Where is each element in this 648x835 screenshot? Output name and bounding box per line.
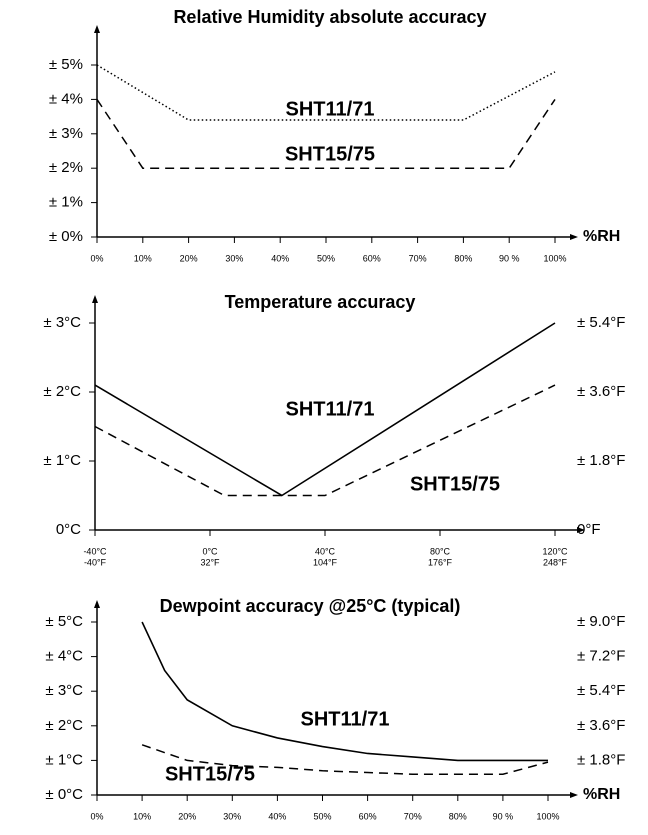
x-tick-label: 90 % — [499, 253, 520, 263]
x-tick-label: 40% — [268, 811, 286, 821]
y-tick-label: ± 2°C — [43, 383, 81, 400]
series-line — [141, 621, 548, 762]
series-line — [94, 384, 556, 497]
chart-title: Relative Humidity absolute accuracy — [173, 7, 486, 27]
x-tick-label: 0°C — [202, 546, 218, 556]
x-tick-label: 90 % — [493, 811, 514, 821]
y2-tick-label: ± 1.8°F — [577, 751, 625, 768]
x2-tick-label: 32°F — [200, 557, 220, 567]
x-tick-label: 60% — [359, 811, 377, 821]
chart-title: Dewpoint accuracy @25°C (typical) — [160, 596, 461, 616]
y-axis-arrow — [94, 25, 100, 33]
chart-title: Temperature accuracy — [225, 292, 416, 312]
x-axis-arrow — [570, 234, 578, 240]
x-axis-arrow — [570, 792, 578, 798]
x-tick-label: 30% — [225, 253, 243, 263]
series-label: SHT15/75 — [410, 473, 500, 495]
x-tick-label: 20% — [180, 253, 198, 263]
y2-tick-label: ± 3.6°F — [577, 383, 625, 400]
x-tick-label: 40% — [271, 253, 289, 263]
series-label: SHT11/71 — [301, 708, 390, 730]
x-tick-label: 100% — [543, 253, 566, 263]
x-tick-label: 80% — [454, 253, 472, 263]
y-tick-label: ± 0% — [49, 228, 83, 245]
x-tick-label: 50% — [317, 253, 335, 263]
y-tick-label: ± 5% — [49, 56, 83, 73]
x2-tick-label: -40°F — [84, 557, 107, 567]
y-tick-label: ± 2°C — [45, 717, 83, 734]
y-tick-label: ± 4% — [49, 90, 83, 107]
series-label: SHT11/71 — [286, 98, 375, 120]
y2-tick-label: ± 9.0°F — [577, 613, 625, 630]
y2-tick-label: 0°F — [577, 521, 601, 538]
y-tick-label: ± 3°C — [43, 314, 81, 331]
series-label: SHT15/75 — [285, 143, 375, 165]
x2-tick-label: 176°F — [428, 557, 453, 567]
series-label: SHT11/71 — [286, 398, 375, 420]
x-tick-label: 10% — [133, 811, 151, 821]
x-tick-label: 100% — [536, 811, 559, 821]
x-tick-label: 10% — [134, 253, 152, 263]
y2-tick-label: ± 5.4°F — [577, 682, 625, 699]
y-tick-label: ± 1% — [49, 194, 83, 211]
y-tick-label: ± 1°C — [43, 452, 81, 469]
y-tick-label: ± 4°C — [45, 648, 83, 665]
y-axis-arrow — [94, 600, 100, 608]
x-axis-arrow — [577, 527, 585, 533]
x-axis-label: %RH — [583, 786, 620, 803]
x-tick-label: 120°C — [542, 546, 568, 556]
x-tick-label: 40°C — [315, 546, 336, 556]
series-line — [96, 64, 556, 121]
x-tick-label: 50% — [313, 811, 331, 821]
y-tick-label: ± 1°C — [45, 751, 83, 768]
series-label: SHT15/75 — [165, 763, 255, 785]
y-tick-label: ± 3% — [49, 125, 83, 142]
x-tick-label: 70% — [409, 253, 427, 263]
y2-tick-label: ± 3.6°F — [577, 717, 625, 734]
x-tick-label: 80% — [449, 811, 467, 821]
y-tick-label: 0°C — [56, 521, 81, 538]
x-tick-label: 80°C — [430, 546, 451, 556]
x2-tick-label: 248°F — [543, 557, 568, 567]
y-tick-label: ± 3°C — [45, 682, 83, 699]
y2-tick-label: ± 1.8°F — [577, 452, 625, 469]
x2-tick-label: 104°F — [313, 557, 338, 567]
y-tick-label: ± 2% — [49, 159, 83, 176]
y2-tick-label: ± 5.4°F — [577, 314, 625, 331]
y2-tick-label: ± 7.2°F — [577, 648, 625, 665]
y-axis-arrow — [92, 295, 98, 303]
x-axis-label: %RH — [583, 228, 620, 245]
x-tick-label: 0% — [90, 253, 103, 263]
x-tick-label: 30% — [223, 811, 241, 821]
series-line — [94, 322, 556, 497]
x-tick-label: 60% — [363, 253, 381, 263]
y-tick-label: ± 5°C — [45, 613, 83, 630]
x-tick-label: 0% — [90, 811, 103, 821]
x-tick-label: 20% — [178, 811, 196, 821]
y-tick-label: ± 0°C — [45, 786, 83, 803]
x-tick-label: 70% — [404, 811, 422, 821]
x-tick-label: -40°C — [83, 546, 107, 556]
